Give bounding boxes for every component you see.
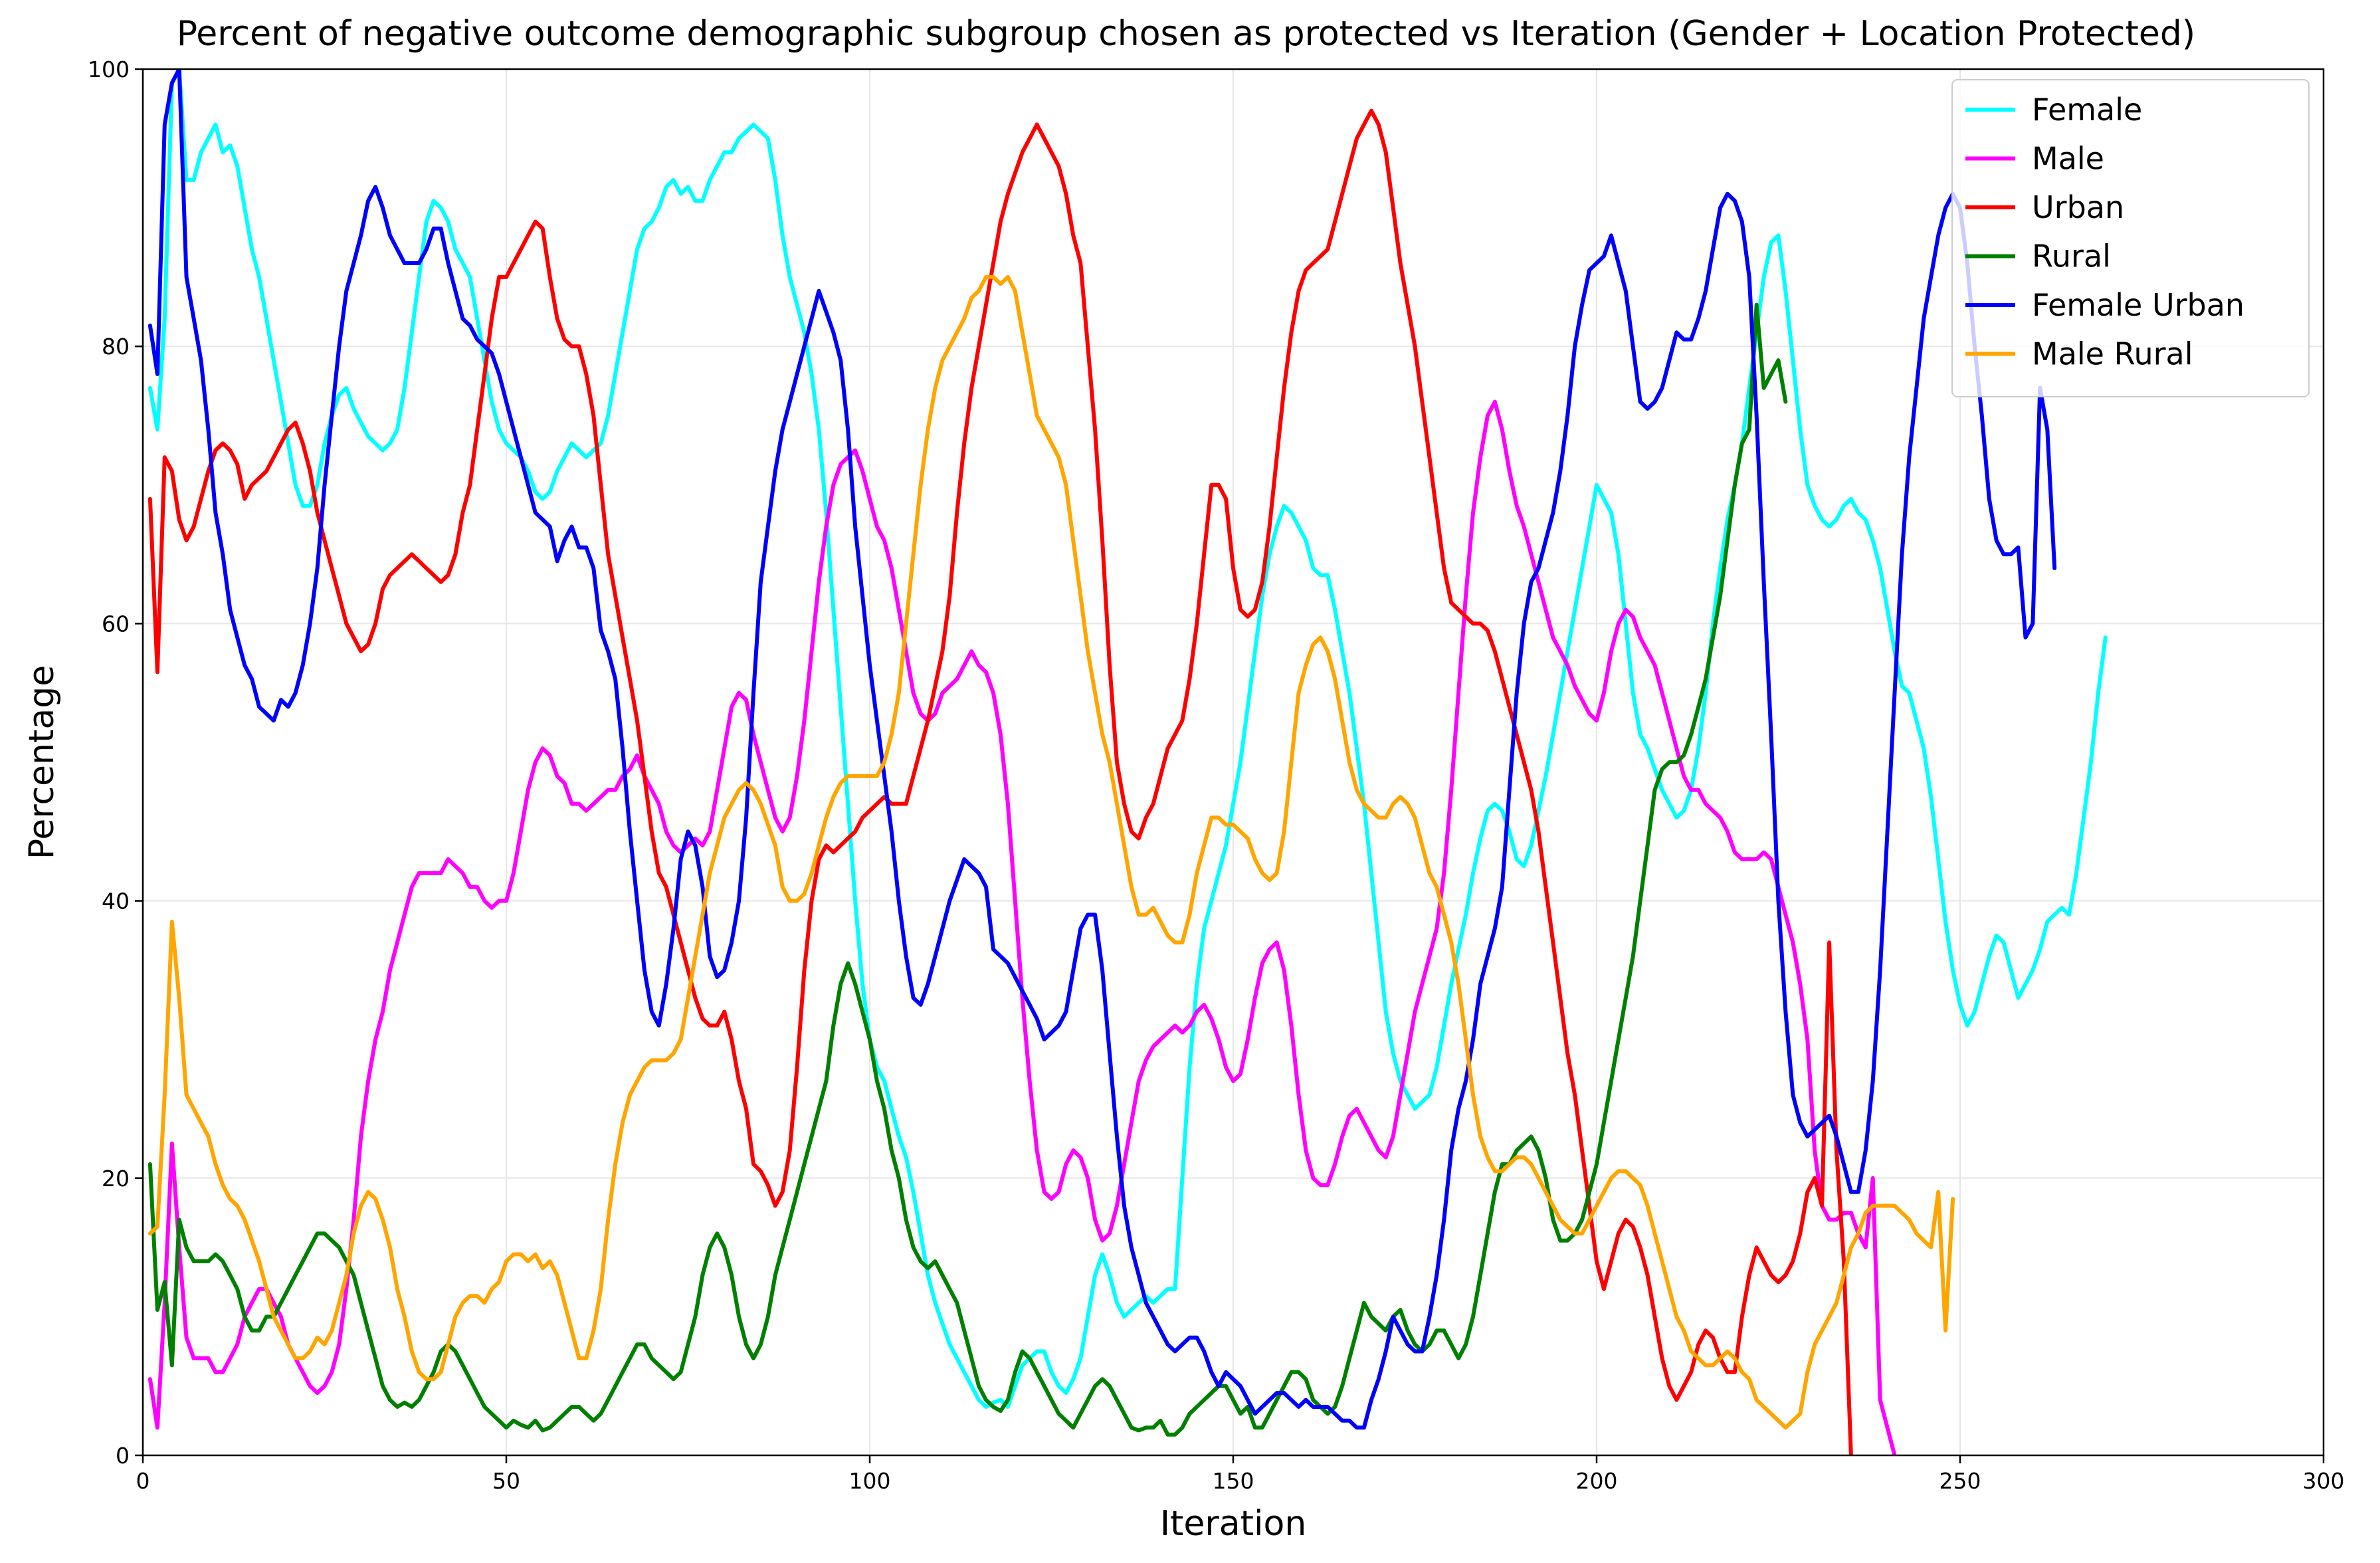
series-line-male-rural: [148, 274, 1955, 1430]
legend-label: Female: [2032, 92, 2142, 128]
y-tick-label: 40: [102, 888, 130, 914]
legend: Female Male Urban Rural Female Urban Male Rur…: [1951, 79, 2310, 397]
legend-label: Urban: [2032, 189, 2124, 225]
y-tick-label: 60: [102, 611, 130, 637]
chart-title: Percent of negative outcome demographic …: [177, 14, 2195, 54]
series-line-rural: [148, 302, 1788, 1437]
y-tick-label: 0: [116, 1443, 130, 1469]
legend-frame: [1951, 79, 2310, 397]
x-tick-label: 150: [1213, 1468, 1254, 1494]
y-tick-label: 80: [102, 334, 130, 360]
axis-ticks: 0 50 100 150 200 250 300 0 20 40 60 80 100: [88, 56, 2345, 1494]
x-tick-label: 100: [849, 1468, 891, 1494]
x-tick-label: 250: [1939, 1468, 1981, 1494]
x-tick-label: 50: [492, 1468, 520, 1494]
x-tick-label: 300: [2303, 1468, 2345, 1494]
legend-label: Male Rural: [2032, 336, 2193, 372]
y-tick-label: 20: [102, 1166, 130, 1192]
y-axis-label: Percentage: [22, 665, 62, 860]
legend-label: Female Urban: [2032, 287, 2244, 323]
series-group: [148, 69, 2108, 1455]
x-tick-label: 200: [1576, 1468, 1618, 1494]
y-tick-label: 100: [88, 56, 130, 82]
series-line-male: [148, 399, 1897, 1455]
series-line-female-urban: [148, 69, 2057, 1430]
legend-label: Rural: [2032, 239, 2111, 274]
series-line-female: [148, 69, 2108, 1409]
series-line-urban: [148, 108, 1853, 1455]
x-axis-label: Iteration: [1160, 1504, 1307, 1544]
legend-label: Male: [2032, 141, 2104, 177]
x-tick-label: 0: [136, 1468, 150, 1494]
